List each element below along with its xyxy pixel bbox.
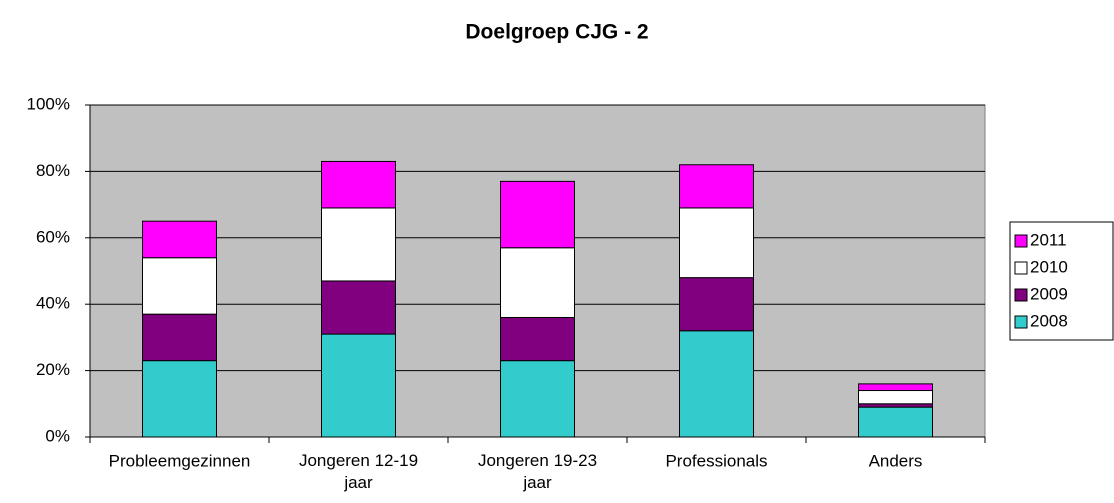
bar-segment [142, 220, 217, 259]
x-tick-label-line: jaar [343, 473, 373, 492]
bar-segment [858, 383, 933, 392]
legend-swatch [1014, 234, 1028, 248]
bar-segment [858, 390, 933, 405]
y-tick-label: 80% [36, 161, 70, 180]
bar-segment [321, 333, 396, 438]
x-tick-label-line: jaar [522, 473, 552, 492]
x-tick-label: Jongeren 19-23 jaar [478, 451, 597, 492]
chart-title: Doelgroep CJG - 2 [465, 21, 648, 44]
bar-segment [321, 160, 396, 209]
y-tick-label: 100% [27, 94, 70, 113]
x-tick-label: Jongeren 12-19 jaar [299, 451, 418, 492]
legend-swatch [1014, 315, 1028, 329]
bar-segment [679, 277, 754, 332]
x-tick-label-line: Jongeren 19-23 [478, 451, 597, 470]
x-tick-label: Professionals [665, 451, 767, 470]
y-tick-label: 20% [36, 360, 70, 379]
bar-segment [321, 280, 396, 335]
legend-swatch [1014, 261, 1028, 275]
y-tick-label: 60% [36, 227, 70, 246]
x-tick-label-line: Jongeren 12-19 [299, 451, 418, 470]
bar-segment [500, 316, 575, 362]
bar-segment [142, 257, 217, 315]
bar-segment [679, 164, 754, 209]
y-tick-label: 0% [45, 426, 70, 445]
legend-swatch [1014, 288, 1028, 302]
legend-label: 2010 [1030, 257, 1068, 276]
bar-segment [321, 207, 396, 282]
bar-segment [142, 360, 217, 438]
legend-label: 2008 [1030, 311, 1068, 330]
bar-segment [858, 406, 933, 438]
x-tick-label: Anders [869, 451, 923, 470]
x-tick-label: Probleemgezinnen [109, 451, 251, 470]
bar-segment [500, 247, 575, 318]
bar-segment [500, 180, 575, 249]
bar-segment [679, 207, 754, 279]
y-tick-label: 40% [36, 294, 70, 313]
bar-segment [500, 360, 575, 438]
legend-label: 2009 [1030, 284, 1068, 303]
legend-label: 2011 [1030, 230, 1067, 249]
bar-segment [142, 313, 217, 362]
bar-segment [679, 330, 754, 438]
